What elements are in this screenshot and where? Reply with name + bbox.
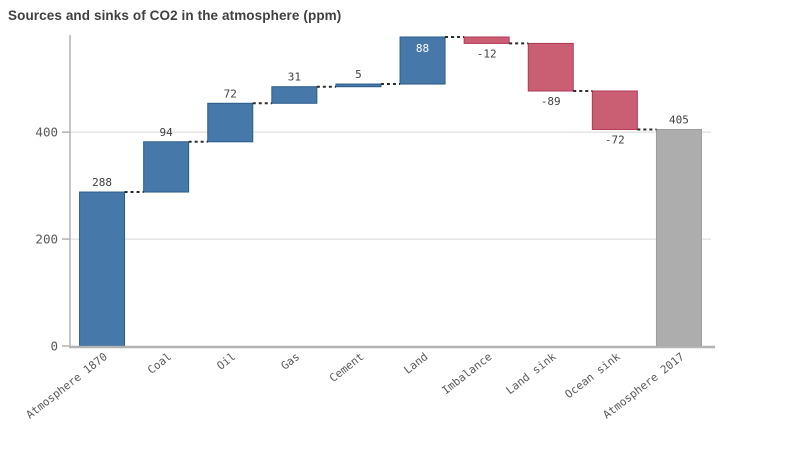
- category-label-ocean-sink[interactable]: Ocean sink: [562, 350, 622, 401]
- bar-ocean-sink[interactable]: [591, 90, 638, 130]
- category-label-atmosphere-1870[interactable]: Atmosphere 1870: [24, 350, 110, 421]
- bar-cement[interactable]: [335, 83, 382, 88]
- category-label-cement[interactable]: Cement: [327, 350, 366, 385]
- category-label-oil[interactable]: Oil: [214, 350, 238, 372]
- y-tick-label-200: 200: [35, 232, 58, 247]
- bar-gas[interactable]: [271, 86, 318, 104]
- bar-land-sink[interactable]: [527, 42, 574, 92]
- category-label-land-sink[interactable]: Land sink: [504, 350, 559, 397]
- bar-land[interactable]: [399, 36, 446, 85]
- value-label-cement: 5: [355, 68, 362, 81]
- bar-imbalance[interactable]: [463, 36, 510, 44]
- value-label-land-sink: -89: [541, 95, 561, 108]
- bar-atmosphere-1870[interactable]: [79, 191, 126, 347]
- bar-coal[interactable]: [143, 141, 190, 193]
- category-label-gas[interactable]: Gas: [279, 350, 303, 372]
- category-label-land[interactable]: Land: [402, 350, 431, 377]
- value-label-atmosphere-2017: 405: [669, 113, 689, 126]
- y-tick-label-400: 400: [35, 125, 58, 140]
- chart-title: Sources and sinks of CO2 in the atmosphe…: [8, 8, 342, 23]
- bar-atmosphere-2017[interactable]: [655, 128, 702, 347]
- value-label-oil: 72: [224, 87, 237, 100]
- category-label-coal[interactable]: Coal: [145, 350, 174, 377]
- value-label-ocean-sink: -72: [605, 133, 625, 146]
- value-label-land: 88: [416, 42, 429, 55]
- category-label-imbalance[interactable]: Imbalance: [440, 350, 495, 397]
- value-label-imbalance: -12: [477, 47, 497, 60]
- value-label-coal: 94: [160, 126, 174, 139]
- y-tick-label-0: 0: [50, 339, 58, 354]
- value-label-gas: 31: [288, 71, 301, 84]
- bar-oil[interactable]: [207, 102, 254, 143]
- value-label-atmosphere-1870: 288: [92, 176, 112, 189]
